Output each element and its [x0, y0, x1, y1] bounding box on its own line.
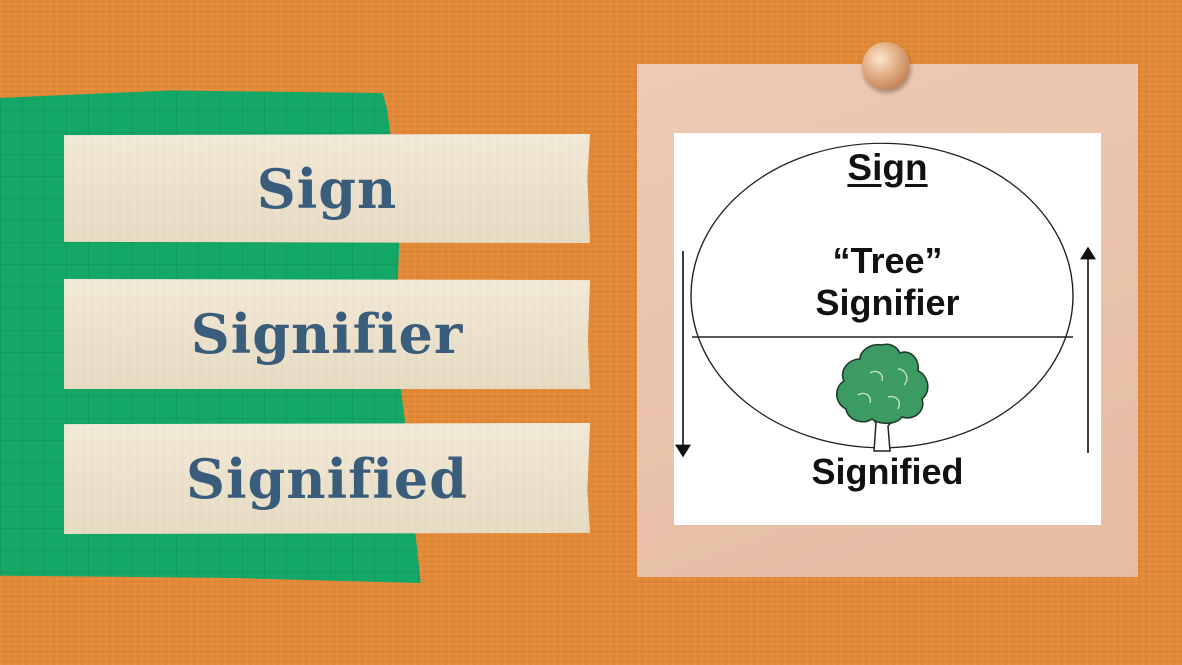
- tape-label-signified: Signified: [64, 423, 590, 534]
- label-sign-text: Sign: [256, 156, 398, 221]
- tape-label-signifier: Signifier: [64, 279, 590, 389]
- label-signifier-text: Signifier: [190, 302, 464, 366]
- sign-diagram: [675, 142, 1096, 458]
- tree-icon: [835, 343, 929, 452]
- diagram-tree-word: “Tree”: [832, 240, 943, 281]
- label-signified-text: Signified: [186, 446, 468, 511]
- diagram-signifier-label: Signifier: [815, 282, 960, 323]
- diagram-title: Sign: [847, 147, 928, 188]
- tape-label-sign: Sign: [64, 134, 590, 243]
- diagram-signified-label: Signified: [811, 451, 964, 492]
- pushpin-icon: [862, 42, 910, 90]
- sign-diagram-card: Sign “Tree” Signifier Signified: [674, 133, 1101, 525]
